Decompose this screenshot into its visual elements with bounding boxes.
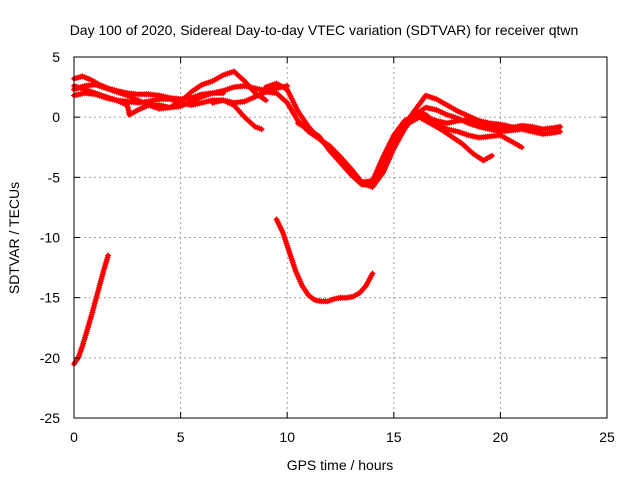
x-tick-label: 15 <box>386 429 402 445</box>
x-axis-label: GPS time / hours <box>287 457 394 473</box>
x-tick-label: 0 <box>70 429 78 445</box>
data-point <box>488 152 495 159</box>
data-point <box>518 144 525 151</box>
x-tick-label: 10 <box>279 429 295 445</box>
chart-title: Day 100 of 2020, Sidereal Day-to-day VTE… <box>70 22 579 38</box>
y-tick-label: -10 <box>40 230 60 246</box>
grid-layer <box>74 57 607 418</box>
y-tick-label: 5 <box>52 49 60 65</box>
series-sat-h <box>380 108 525 166</box>
series-sat-d <box>71 82 227 118</box>
tick-layer: 0 5 10 15 20 25 -25 -20 -15 -10 -5 0 5 <box>40 49 615 445</box>
data-point <box>220 90 227 97</box>
x-tick-label: 25 <box>599 429 615 445</box>
data-point <box>262 97 269 104</box>
y-tick-label: -5 <box>48 169 61 185</box>
x-tick-label: 5 <box>177 429 185 445</box>
x-tick-label: 20 <box>493 429 509 445</box>
series-layer <box>71 68 564 367</box>
y-tick-label: -25 <box>40 410 60 426</box>
data-point <box>258 126 265 133</box>
y-axis-label: SDTVAR / TECUs <box>6 182 22 294</box>
series-sat-f <box>262 80 564 190</box>
y-tick-label: 0 <box>52 109 60 125</box>
y-tick-label: -20 <box>40 350 60 366</box>
series-sat-i <box>395 114 495 164</box>
data-point <box>105 252 112 259</box>
series-sat-g <box>294 92 564 188</box>
data-point <box>369 270 376 277</box>
series-sat-j <box>71 252 112 367</box>
data-point <box>557 123 564 130</box>
y-tick-label: -15 <box>40 290 60 306</box>
series-sat-k <box>273 216 376 305</box>
